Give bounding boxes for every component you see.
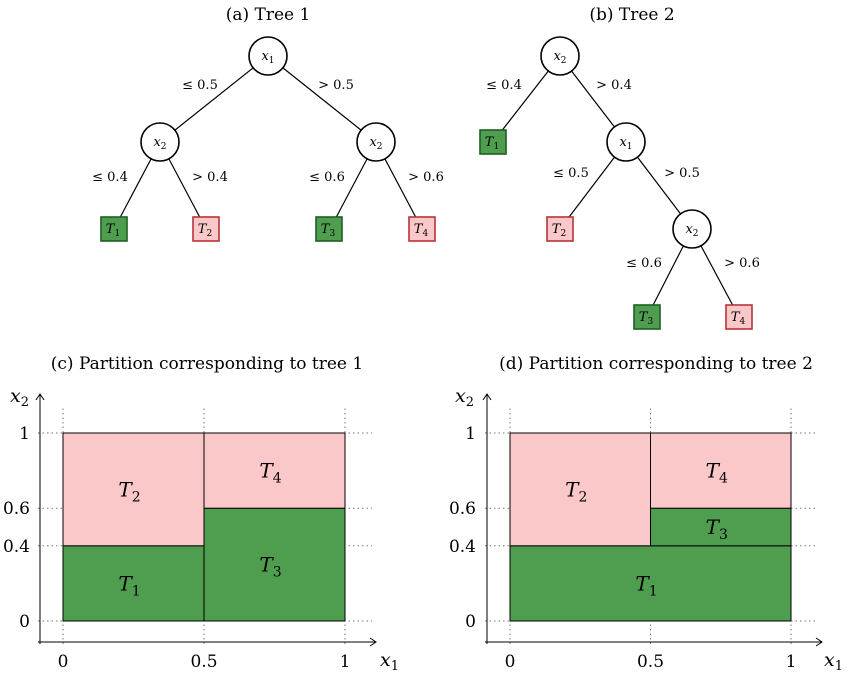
region-t2	[62, 432, 205, 547]
tree-2-leaf-t1: T1	[479, 129, 507, 155]
region-label-t2: T2	[118, 477, 140, 505]
region-t3	[650, 507, 792, 547]
partition-1-panel: (c) Partition corresponding to tree 1 T1…	[3, 354, 399, 674]
y-axis-arrow	[35, 393, 45, 401]
y-tick-label-3: 1	[19, 424, 30, 444]
svg-text:T1: T1	[106, 222, 120, 239]
svg-text:T2: T2	[198, 222, 212, 239]
partition-2-tick-labels: 0 0.5 1 0 0.4 0.6 1	[449, 424, 796, 672]
y-tick-label-0: 0	[465, 612, 476, 632]
x-axis-arrow	[815, 637, 823, 647]
tree-1-edge-label-right-left: ≤ 0.6	[309, 170, 345, 185]
region-label-t2: T2	[565, 477, 587, 505]
region-label-t1: T1	[118, 571, 140, 599]
tree-2-node-low: x2	[672, 209, 712, 249]
svg-text:T1: T1	[485, 135, 499, 152]
partition-2-x-axis-label: x1	[824, 649, 843, 674]
tree-2-node-root: x2	[540, 36, 580, 76]
partition-1-axes	[35, 393, 377, 647]
x-axis-arrow	[369, 637, 377, 647]
x-tick-label-1: 0.5	[190, 652, 217, 672]
tree-2-edge-label-mid-right: > 0.5	[664, 166, 700, 181]
svg-text:x2: x2	[369, 135, 382, 152]
tree-1-edge-root-right	[267, 55, 377, 143]
svg-text:x2: x2	[553, 49, 566, 66]
tree-1-leaf-t2: T2	[192, 216, 220, 242]
x-tick-label-0: 0	[58, 652, 69, 672]
x-tick-label-1: 0.5	[637, 652, 664, 672]
tree-1-node-right: x2	[356, 122, 396, 162]
tree-2-panel: (b) Tree 2 ≤ 0.4 > 0.4 ≤ 0.5 > 0.5 ≤ 0.6…	[479, 5, 760, 330]
svg-text:T3: T3	[639, 310, 654, 327]
tree-2-leaf-t3: T3	[633, 304, 661, 330]
y-axis-arrow	[482, 393, 492, 401]
x-tick-label-2: 1	[786, 652, 797, 672]
y-tick-label-1: 0.4	[449, 537, 476, 557]
y-tick-label-0: 0	[19, 612, 30, 632]
partition-2-regions: T1 T2 T3 T4	[509, 432, 792, 622]
tree-1-panel: (a) Tree 1 ≤ 0.5 > 0.5 ≤ 0.4 > 0.4 ≤ 0.6…	[92, 5, 444, 242]
partition-1-y-axis-label: x2	[10, 385, 29, 410]
partition-1-x-axis-label: x1	[380, 649, 399, 674]
region-t4	[203, 432, 346, 509]
svg-text:x2: x2	[153, 135, 166, 152]
tree-2-caption: (b) Tree 2	[589, 5, 674, 25]
tree-2-edge-label-low-left: ≤ 0.6	[626, 256, 662, 271]
y-tick-label-2: 0.6	[3, 499, 30, 519]
partition-1-regions: T1 T2 T3 T4	[62, 432, 346, 622]
y-tick-label-1: 0.4	[3, 537, 30, 557]
region-label-t3: T3	[259, 553, 281, 581]
region-t4	[650, 432, 792, 509]
tree-1-leaf-t4: T4	[408, 216, 436, 242]
partition-1-caption: (c) Partition corresponding to tree 1	[51, 354, 363, 374]
region-label-t1: T1	[635, 571, 657, 599]
svg-text:x1: x1	[619, 135, 632, 152]
tree-2-leaf-t4: T4	[725, 304, 753, 330]
tree-2-edge-label-root-left: ≤ 0.4	[486, 78, 522, 93]
partition-1-tick-labels: 0 0.5 1 0 0.4 0.6 1	[3, 424, 350, 672]
region-t1	[62, 545, 205, 622]
tree-1-edge-root-left	[159, 55, 269, 143]
x-tick-label-2: 1	[340, 652, 351, 672]
tree-2-node-mid: x1	[606, 122, 646, 162]
partition-2-axes	[482, 393, 823, 647]
svg-text:x1: x1	[261, 49, 274, 66]
tree-1-node-left: x2	[140, 122, 180, 162]
tree-2-leaf-t2: T2	[546, 216, 574, 242]
y-tick-label-2: 0.6	[449, 499, 476, 519]
partition-2-y-axis-label: x2	[455, 385, 474, 410]
tree-1-edge-label-right-right: > 0.6	[408, 170, 444, 185]
tree-2-edge-label-root-right: > 0.4	[596, 78, 632, 93]
tree-1-caption: (a) Tree 1	[226, 5, 311, 25]
tree-1-leaf-t1: T1	[100, 216, 128, 242]
region-t3	[203, 507, 346, 622]
tree-2-edge-label-mid-left: ≤ 0.5	[553, 166, 589, 181]
svg-text:T4: T4	[731, 310, 746, 327]
tree-2-edge-label-low-right: > 0.6	[724, 256, 760, 271]
region-label-t4: T4	[259, 459, 281, 487]
partition-2-caption: (d) Partition corresponding to tree 2	[499, 354, 813, 374]
svg-text:x2: x2	[685, 222, 698, 239]
region-label-t4: T4	[706, 459, 728, 487]
svg-text:T2: T2	[552, 222, 566, 239]
tree-1-edge-label-root-right: > 0.5	[318, 78, 354, 93]
tree-1-edge-label-left-left: ≤ 0.4	[92, 170, 128, 185]
tree-1-node-root: x1	[248, 36, 288, 76]
x-tick-label-0: 0	[505, 652, 516, 672]
y-tick-label-3: 1	[465, 424, 476, 444]
region-t1	[509, 545, 792, 622]
tree-1-edge-label-left-right: > 0.4	[192, 170, 228, 185]
tree-1-edge-label-root-left: ≤ 0.5	[182, 78, 218, 93]
svg-text:T4: T4	[414, 222, 429, 239]
region-label-t3: T3	[706, 515, 728, 543]
tree-1-leaf-t3: T3	[315, 216, 343, 242]
svg-text:T3: T3	[321, 222, 336, 239]
partition-2-panel: (d) Partition corresponding to tree 2 T1…	[449, 354, 843, 674]
